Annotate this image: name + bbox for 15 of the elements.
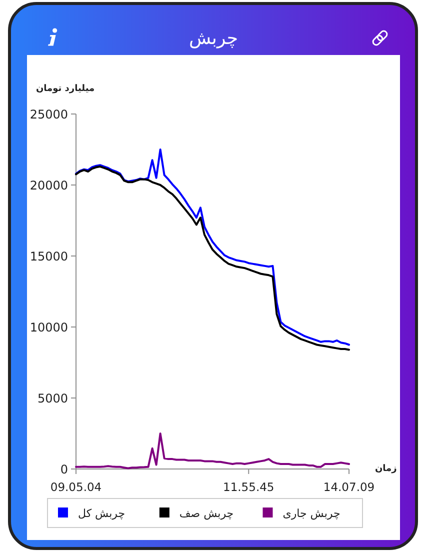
x-tick-label: 11.55.45 xyxy=(223,480,274,494)
x-axis-title: زمان xyxy=(375,464,397,474)
legend-label: چربش جاری xyxy=(282,507,340,520)
x-tick-label: 14.07.09 xyxy=(323,480,375,494)
y-tick-label: 5000 xyxy=(37,391,68,406)
y-tick-label: 15000 xyxy=(30,249,68,264)
y-axis-title: میلیارد تومان xyxy=(36,84,95,94)
legend-label: چربش کل xyxy=(78,507,126,520)
y-tick-label: 10000 xyxy=(30,320,68,334)
y-tick-label: 25000 xyxy=(30,107,68,122)
legend-label: چربش صف xyxy=(179,507,234,520)
y-tick-label: 0 xyxy=(60,462,68,476)
x-tick-label: 09.05.04 xyxy=(50,480,102,494)
chart-title: چربش xyxy=(188,28,238,49)
y-tick-label: 20000 xyxy=(30,178,68,192)
